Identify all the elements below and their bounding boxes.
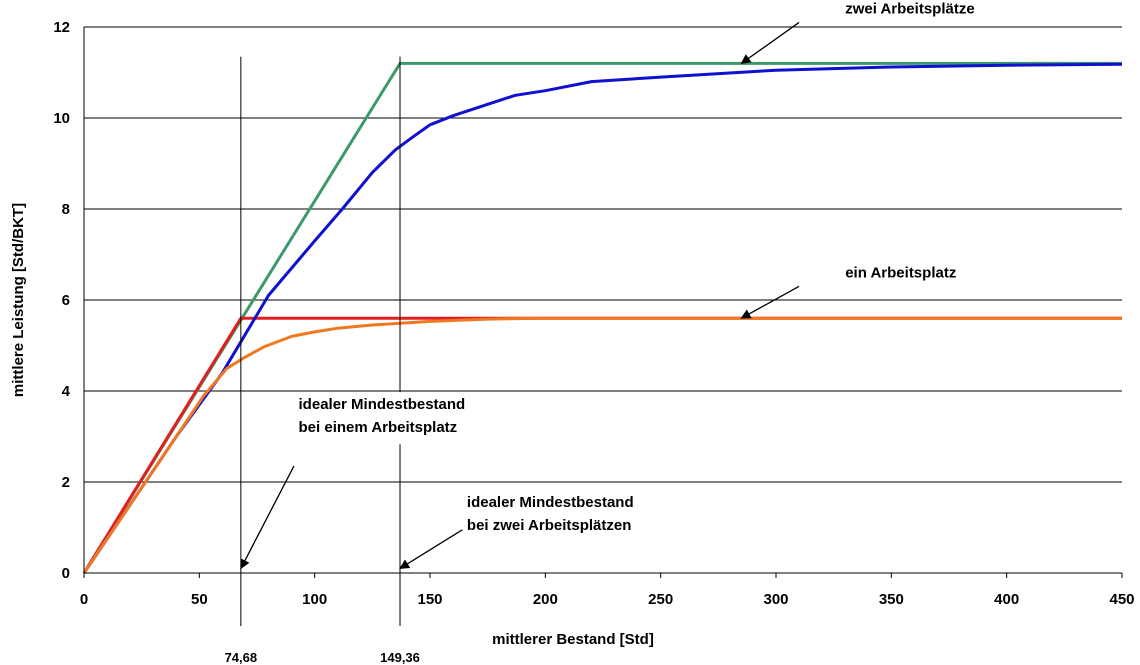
annotation-arrow-2 <box>240 465 295 570</box>
annotation-text-1: ein Arbeitsplatz <box>845 264 956 281</box>
vertical-marker-label-1: 149,36 <box>380 650 420 665</box>
annotation-line-0-0: zwei Arbeitsplätze <box>845 0 974 17</box>
annotation-line-3-0: idealer Mindestbestand <box>467 494 634 511</box>
y-tick-label-0: 0 <box>62 565 70 582</box>
x-tick-label-9: 450 <box>1109 591 1134 608</box>
x-tick-label-6: 300 <box>763 591 788 608</box>
x-tick-label-7: 350 <box>879 591 904 608</box>
annotation-line-2-0: idealer Mindestbestand <box>299 396 466 413</box>
annotation-line-2-1: bei einem Arbeitsplatz <box>299 419 458 436</box>
x-tick-label-4: 200 <box>533 591 558 608</box>
y-tick-label-3: 6 <box>62 292 70 309</box>
annotation-arrow-3 <box>399 529 463 570</box>
annotation-text-2: idealer Mindestbestand bei einem Arbeitsp… <box>299 396 466 436</box>
annotation-bg-1 <box>837 260 991 290</box>
y-tick-label-4: 8 <box>62 201 70 218</box>
vertical-marker-label-0: 74,68 <box>225 650 258 665</box>
gridlines <box>84 26 1122 483</box>
annotation-line-1-0: ein Arbeitsplatz <box>845 264 956 281</box>
y-tick-label-5: 10 <box>53 110 70 127</box>
y-axis-title: mittlere Leistung [Std/BKT] <box>10 203 27 397</box>
axes: 0 2 4 6 8 10 12 0 50 100 150 200 250 300 350 400 450 mitt… <box>10 19 1135 648</box>
annotation-bg-2 <box>290 392 496 445</box>
series-line-3 <box>82 316 1122 574</box>
annotations: 74,68 149,36 zwei Arbeitsplätze ein Arbeits… <box>225 0 1008 665</box>
y-tick-label-6: 12 <box>53 19 70 36</box>
x-tick-label-0: 0 <box>80 591 88 608</box>
series-line-2 <box>82 62 1123 574</box>
x-tick-label-1: 50 <box>191 591 208 608</box>
annotation-text-0: zwei Arbeitsplätze <box>845 0 974 17</box>
x-axis-title: mittlerer Bestand [Std] <box>492 631 654 648</box>
annotation-bg-0 <box>837 0 1008 26</box>
annotation-bg-3 <box>458 490 673 543</box>
x-tick-label-5: 250 <box>648 591 673 608</box>
x-tick-label-3: 150 <box>417 591 442 608</box>
y-tick-label-2: 4 <box>62 383 71 400</box>
x-tick-label-2: 100 <box>302 591 327 608</box>
annotation-arrow-0 <box>740 21 800 64</box>
x-tick-label-8: 400 <box>994 591 1019 608</box>
annotation-line-3-1: bei zwei Arbeitsplätzen <box>467 517 631 534</box>
y-tick-label-1: 2 <box>62 474 70 491</box>
annotation-text-3: idealer Mindestbestand bei zwei Arbeitspl… <box>467 494 634 534</box>
annotation-arrow-1 <box>740 285 800 319</box>
